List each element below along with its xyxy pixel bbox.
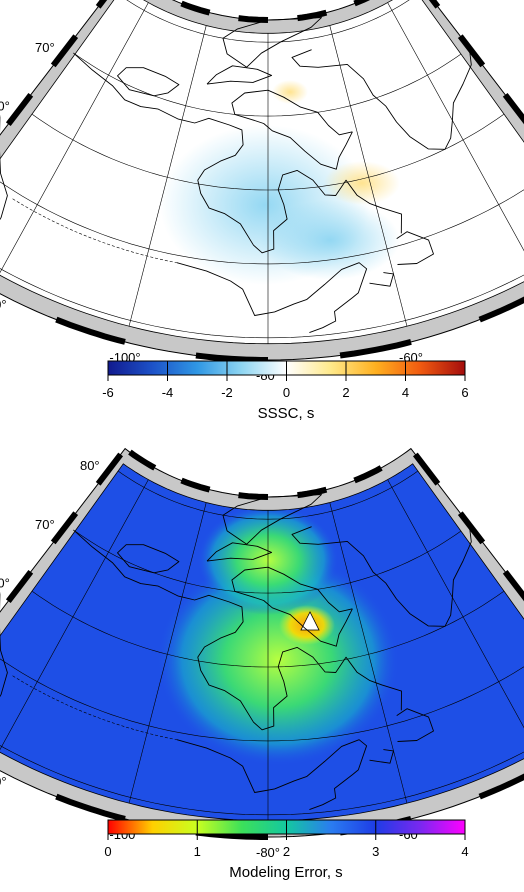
latitude-label: 80° — [80, 458, 100, 473]
frame-tick-south — [195, 352, 268, 363]
coastline — [73, 52, 402, 254]
sssc-negative-anomaly-east — [260, 200, 400, 280]
frame-tick-side — [50, 34, 79, 68]
frame-tick-south — [478, 773, 524, 800]
coastline — [231, 89, 353, 170]
sssc-colorbar-title: SSSC, s — [258, 405, 315, 422]
frame-tick-side — [457, 34, 486, 68]
modeling-error-colorbar-title: Modeling Error, s — [229, 864, 342, 881]
coastline — [222, 494, 322, 545]
sssc-graticule — [0, 0, 524, 344]
coastline — [291, 47, 472, 150]
frame-tick-side — [95, 0, 108, 9]
longitude-line — [329, 502, 408, 804]
frame-tick-south — [55, 793, 126, 822]
frame-tick-north — [353, 0, 371, 7]
colorbar-tick-label: 2 — [342, 385, 349, 400]
coastline — [117, 544, 180, 574]
coastline — [231, 566, 353, 647]
modeling-error-graticule — [0, 470, 524, 821]
coastline — [176, 739, 368, 811]
colorbar-tick-label: 3 — [372, 844, 379, 859]
sssc-lat-labels: 80°70°60°50°40° — [0, 40, 55, 114]
colorbar-tick-label: 2 — [283, 844, 290, 859]
coastline — [206, 542, 273, 562]
coastline — [369, 749, 394, 764]
coastline — [117, 67, 180, 97]
sssc-positive-anomaly-north — [272, 80, 308, 104]
frame-tick-north — [297, 486, 328, 499]
modeling-error-lat-labels: 80°70°60°50°40° — [0, 458, 100, 591]
modeling-error-colorbar-ticks: 0 1 2 3 4 — [104, 820, 469, 859]
frame-tick-north — [180, 477, 211, 493]
colorbar-tick-label: 6 — [461, 385, 468, 400]
longitude-line — [0, 479, 149, 751]
map-frame-outline — [0, 0, 524, 361]
frame-tick-side — [457, 511, 486, 545]
coastline — [206, 65, 273, 85]
frame-tick-north — [128, 449, 157, 471]
map-frame-inner-outline — [0, 0, 524, 345]
frame-tick-side — [5, 93, 34, 126]
longitude-line — [329, 25, 408, 327]
coastline — [396, 231, 434, 265]
longitude-line — [0, 2, 149, 274]
sssc-colorbar: -6 -4 -2 0 2 4 6 SSSC, s — [102, 360, 469, 422]
sssc-anomaly-field — [160, 80, 400, 285]
latitude-label: 70° — [35, 517, 55, 532]
coastline — [291, 524, 472, 627]
station-marker — [300, 611, 320, 631]
modeling-error-colorbar: 0 1 2 3 4 Modeling Error, s — [104, 819, 469, 881]
colorbar-tick-label: 4 — [461, 844, 468, 859]
frame-tick-side — [95, 452, 124, 486]
frame-tick-north — [238, 492, 269, 500]
border-line — [12, 198, 177, 263]
latitude-label: 60° — [0, 576, 10, 591]
modeling-error-green-zone — [158, 555, 398, 765]
colorbar-tick-label: -2 — [221, 385, 233, 400]
frame-tick-south — [339, 338, 412, 359]
frame-tick-side — [412, 452, 441, 486]
longitude-label: -80° — [256, 845, 280, 860]
sssc-map-panel: 80°70°60°50°40° -120°-100°-80°-60°-40° — [0, 0, 524, 383]
map-frame-inner-outline — [0, 463, 524, 822]
coastline — [176, 262, 368, 334]
sssc-colorbar-ticks: -6 -4 -2 0 2 4 6 — [102, 361, 469, 400]
longitude-line — [128, 25, 207, 327]
coastline — [396, 708, 434, 742]
latitude-label: 70° — [35, 40, 55, 55]
coastline — [0, 114, 8, 221]
coastline — [0, 591, 8, 698]
colorbar-tick-label: 0 — [104, 844, 111, 859]
frame-tick-north — [238, 15, 269, 23]
modeling-error-map-panel: 80°70°60°50°40° -120°-100°-80°-60°-40° — [0, 447, 524, 860]
frame-tick-side — [5, 570, 34, 603]
colorbar-tick-label: -6 — [102, 385, 114, 400]
modeling-error-coastlines — [0, 494, 472, 811]
longitude-label: -120° — [0, 297, 7, 312]
colorbar-tick-label: 1 — [194, 844, 201, 859]
colorbar-tick-label: 4 — [402, 385, 409, 400]
map-frame-band — [0, 448, 524, 837]
latitude-label: 60° — [0, 99, 10, 114]
frame-tick-side — [50, 511, 79, 545]
longitude-label: -120° — [0, 774, 7, 789]
frame-tick-north — [180, 0, 211, 16]
frame-tick-south — [55, 316, 126, 345]
border-line — [12, 675, 177, 740]
colorbar-tick-label: 0 — [283, 385, 290, 400]
longitude-line — [387, 479, 524, 729]
coastline — [222, 17, 322, 68]
frame-tick-south — [478, 296, 524, 323]
sssc-positive-anomaly — [324, 161, 400, 205]
frame-tick-side — [428, 0, 441, 9]
colorbar-tick-label: -4 — [162, 385, 174, 400]
frame-tick-north — [353, 465, 383, 484]
sssc-coastlines — [0, 17, 472, 334]
frame-tick-north — [297, 9, 328, 22]
coastline — [73, 529, 402, 731]
longitude-line — [128, 502, 207, 804]
coastline — [369, 272, 394, 287]
longitude-line — [387, 2, 524, 252]
